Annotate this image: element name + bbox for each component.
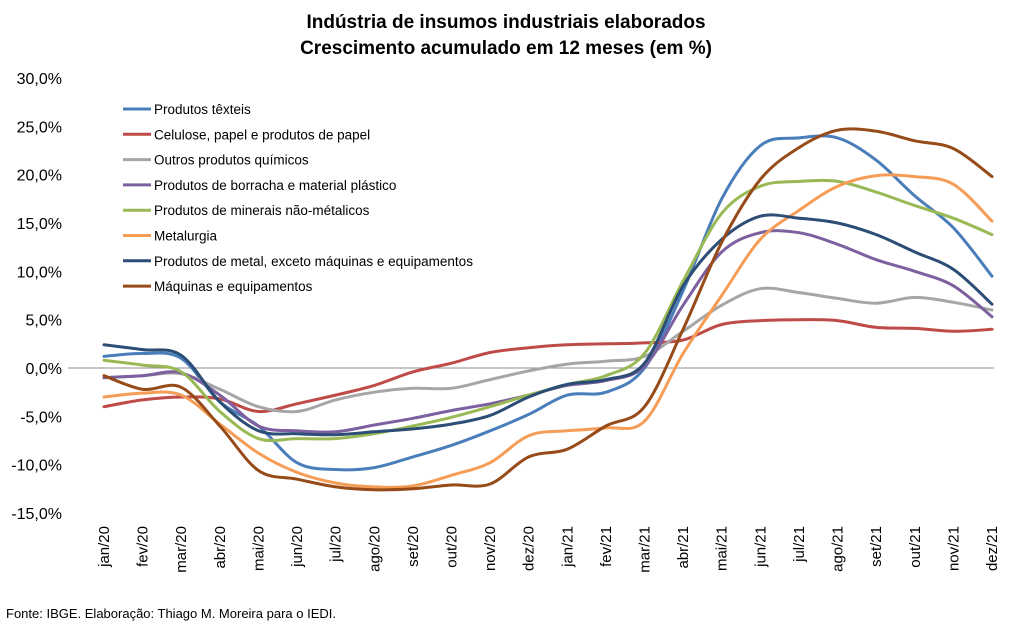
x-tick-label: dez/21: [984, 526, 1001, 571]
chart-title-line: Indústria de insumos industriais elabora…: [306, 12, 706, 33]
chart-subtitle-line: Crescimento acumulado em 12 meses (em %): [300, 38, 712, 59]
x-tick-label: abr/20: [212, 526, 229, 569]
x-tick-label: out/21: [907, 526, 924, 568]
series-line-7: [102, 213, 994, 437]
x-tick-label: set/21: [868, 526, 885, 567]
x-tick-label: mai/20: [250, 526, 267, 571]
y-tick-label: 15,0%: [17, 216, 62, 233]
y-tick-label: 10,0%: [17, 264, 62, 281]
y-tick-label: 25,0%: [17, 119, 62, 136]
x-tick-label: mai/21: [714, 526, 731, 571]
x-tick-label: dez/20: [521, 526, 538, 571]
x-tick-label: ago/21: [830, 526, 847, 572]
series-lines: [102, 127, 994, 492]
series-line-2: [102, 318, 994, 414]
legend-label: Máquinas e equipamentos: [154, 279, 313, 294]
x-tick-label: fev/20: [135, 526, 152, 567]
x-tick-label: fev/21: [598, 526, 615, 567]
legend-label: Produtos de borracha e material plástico: [154, 178, 396, 193]
legend-label: Outros produtos químicos: [154, 153, 309, 168]
y-tick-label: -5,0%: [20, 409, 62, 426]
series-line-5: [102, 178, 994, 443]
x-tick-label: out/20: [443, 526, 460, 568]
chart-title: Indústria de insumos industriais elabora…: [0, 10, 1012, 62]
y-tick-label: 20,0%: [17, 168, 62, 185]
y-tick-label: 30,0%: [17, 71, 62, 88]
y-tick-label: -10,0%: [11, 458, 62, 475]
legend: Produtos têxteis Celulose, papel e produt…: [123, 102, 473, 294]
series-line-8: [102, 127, 994, 492]
x-tick-label: jan/21: [559, 526, 576, 568]
x-tick-label: set/20: [405, 526, 422, 567]
y-tick-label: -15,0%: [11, 506, 62, 523]
series-line-3: [102, 286, 994, 414]
x-tick-label: abr/21: [675, 526, 692, 569]
x-tick-label: nov/21: [945, 526, 962, 571]
source-note: Fonte: IBGE. Elaboração: Thiago M. Morei…: [6, 606, 336, 621]
legend-label: Produtos têxteis: [154, 102, 251, 117]
y-tick-label: 0,0%: [26, 361, 62, 378]
legend-label: Metalurgia: [154, 229, 218, 244]
y-axis-ticks: -15,0% -10,0% -5,0% 0,0% 5,0% 10,0% 15,0% 20,0%…: [11, 71, 62, 523]
legend-label: Produtos de metal, exceto máquinas e equ…: [154, 254, 473, 269]
x-tick-label: jun/20: [289, 526, 306, 568]
legend-label: Celulose, papel e produtos de papel: [154, 127, 370, 142]
x-tick-label: mar/21: [637, 526, 654, 573]
x-tick-label: nov/20: [482, 526, 499, 571]
x-tick-label: ago/20: [366, 526, 383, 572]
x-tick-label: jul/21: [791, 526, 808, 563]
x-axis-ticks: jan/20 fev/20 mar/20 abr/20 mai/20 jun/20 jul/…: [96, 526, 1001, 573]
x-tick-label: jan/20: [96, 526, 113, 568]
y-tick-label: 5,0%: [26, 313, 62, 330]
legend-label: Produtos de minerais não-métalicos: [154, 203, 370, 218]
x-tick-label: jul/20: [328, 526, 345, 563]
x-tick-label: mar/20: [173, 526, 190, 573]
x-tick-label: jun/21: [752, 526, 769, 568]
series-line-6: [102, 173, 994, 489]
